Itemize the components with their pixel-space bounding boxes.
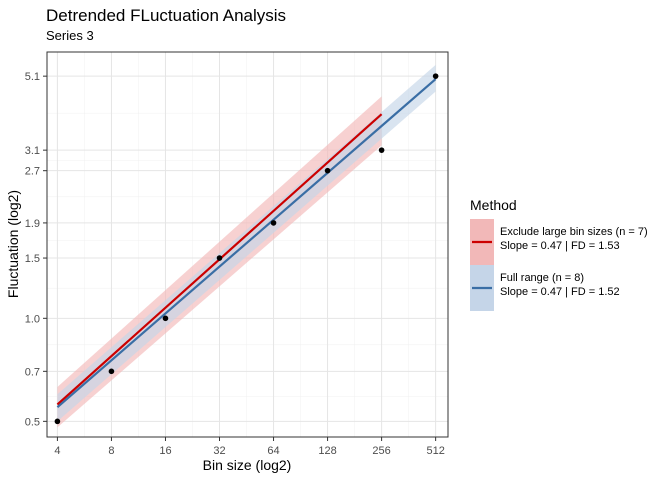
- x-tick-label: 512: [426, 445, 444, 457]
- x-tick-label: 32: [213, 445, 225, 457]
- plot-border: [46, 51, 449, 438]
- data-point: [378, 147, 385, 153]
- legend-stats-1: Slope = 0.47 | FD = 1.52: [500, 286, 620, 298]
- chart-title: Detrended FLuctuation Analysis: [46, 6, 286, 25]
- x-axis-title: Bin size (log2): [203, 457, 292, 473]
- y-tick-label: 0.5: [25, 416, 40, 428]
- x-tick-label: 128: [318, 445, 336, 457]
- data-point: [216, 255, 223, 261]
- data-point: [108, 368, 115, 375]
- y-tick-label: 0.7: [25, 366, 40, 378]
- y-tick-label: 1.0: [25, 313, 40, 325]
- chart-subtitle: Series 3: [46, 28, 94, 43]
- x-axis-ticks: 4 8 16 32 64 128 256 512: [54, 437, 445, 457]
- y-tick-label: 2.7: [25, 166, 40, 178]
- y-tick-label: 1.5: [25, 253, 40, 265]
- y-axis-ticks: 0.5 0.7 1.0 1.5 1.9 2.7 3.1 5.1: [25, 71, 47, 428]
- x-tick-label: 4: [54, 445, 60, 457]
- data-point: [54, 418, 61, 425]
- x-tick-label: 8: [108, 445, 114, 457]
- y-tick-label: 3.1: [25, 145, 40, 157]
- data-point: [162, 315, 169, 322]
- legend-label-0: Exclude large bin sizes (n = 7): [500, 226, 648, 238]
- x-tick-label: 256: [372, 445, 390, 457]
- data-point: [324, 167, 331, 174]
- x-tick-label: 64: [267, 445, 279, 457]
- y-axis-title: Fluctuation (log2): [5, 190, 21, 298]
- fit-line-1: [56, 78, 437, 409]
- legend-title: Method: [470, 197, 517, 213]
- legend-stats-0: Slope = 0.47 | FD = 1.53: [500, 240, 620, 252]
- legend-label-1: Full range (n = 8): [500, 272, 584, 284]
- data-point: [270, 220, 277, 226]
- legend: Method Exclude large bin sizes (n = 7) Sl…: [470, 197, 648, 311]
- data-point: [432, 73, 439, 79]
- data-points: [54, 73, 439, 425]
- x-tick-label: 16: [159, 445, 171, 457]
- y-tick-label: 5.1: [25, 71, 40, 83]
- y-tick-label: 1.9: [25, 218, 40, 230]
